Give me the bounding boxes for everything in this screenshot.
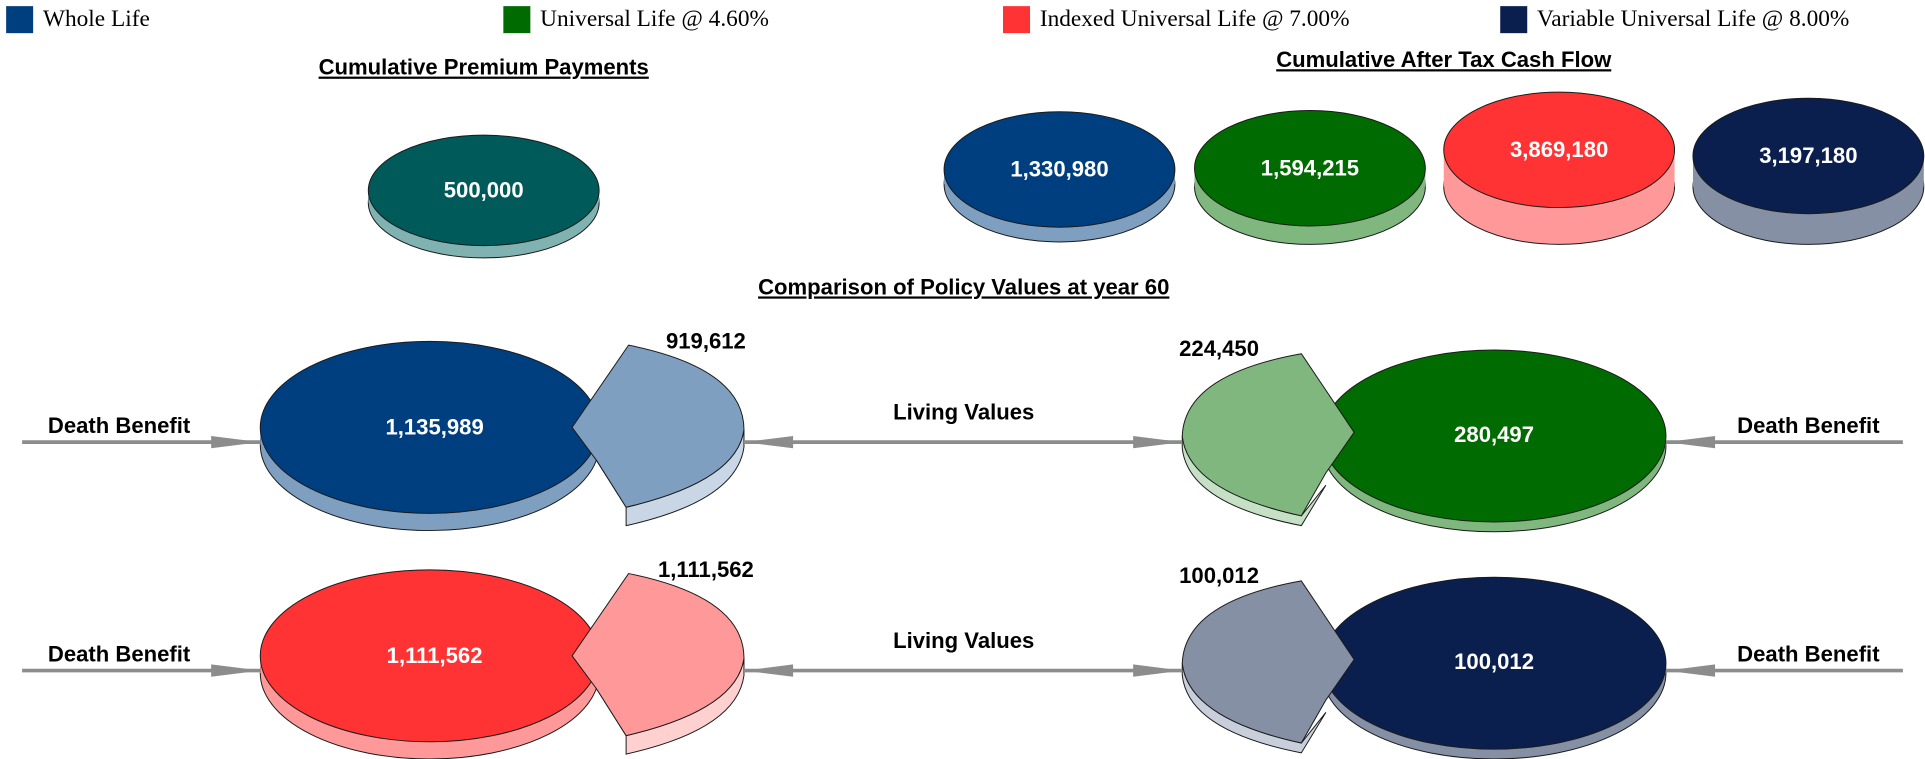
arrow-head [1133,664,1183,677]
legend-label: Variable Universal Life @ 8.00% [1537,6,1849,32]
death-benefit-label: Death Benefit [1737,413,1880,438]
living-wedge [571,573,745,737]
living-wedge [1181,353,1355,517]
death-benefit-label: Death Benefit [1737,642,1880,667]
disc-top [1443,91,1676,209]
disc-top [1692,97,1925,215]
premium-disc: 500,000 [367,134,600,259]
cash-flow-value: 3,197,180 [1759,143,1857,168]
arrow-head [743,664,794,677]
disc-top [367,134,600,247]
cash-flow-title: Cumulative After Tax Cash Flow [1276,47,1612,72]
living-value: 224,450 [1179,336,1259,361]
death-benefit-value: 280,497 [1454,422,1534,447]
arrow-head [743,435,794,449]
legend-label: Universal Life @ 4.60% [540,6,769,32]
death-benefit-label: Death Benefit [48,413,191,438]
disc-top [943,111,1176,228]
living-value: 1,111,562 [658,557,754,582]
living-wedge [571,344,745,508]
comparison-row: 1,111,562 1,111,562 100,012 100,012 Death Be… [48,557,1880,759]
arrow-head [1133,435,1183,449]
legend-swatch [1500,6,1528,34]
legend-swatch [503,6,531,34]
living-wedge [1181,580,1355,744]
arrow-head [1665,664,1716,677]
legend-swatch [1003,6,1031,34]
legend-label: Indexed Universal Life @ 7.00% [1040,6,1350,32]
death-benefit-label: Death Benefit [48,642,191,667]
cash-flow-value: 3,869,180 [1510,137,1608,162]
death-benefit-value: 1,111,562 [387,643,483,668]
death-benefit-value: 1,135,989 [385,414,483,439]
cash-flow-value: 1,330,980 [1010,157,1108,182]
legend-swatch [6,6,34,34]
premium-title: Cumulative Premium Payments [319,55,649,80]
living-value: 100,012 [1179,563,1259,588]
living-values-label: Living Values [893,400,1034,425]
comparison-title: Comparison of Policy Values at year 60 [758,274,1169,299]
comparison-rows: 1,135,989 919,612 280,497 224,450 Death Bene… [22,328,1903,759]
disc-top [1194,110,1426,227]
comparison-row: 1,135,989 919,612 280,497 224,450 Death Bene… [48,328,1880,533]
cash-flow-value: 1,594,215 [1261,155,1359,180]
death-benefit-value: 100,012 [1454,649,1534,674]
arrow-head [211,435,261,449]
premium-value: 500,000 [444,177,524,202]
legend: Whole Life Universal Life @ 4.60% Indexed … [6,6,1849,34]
living-values-label: Living Values [893,628,1034,653]
arrow-head [211,664,261,677]
legend-label: Whole Life [43,6,150,32]
cash-flow-discs: 1,330,980 1,594,215 3,869,180 3,197,180 [943,91,1925,245]
living-value: 919,612 [666,328,746,353]
arrow-head [1665,435,1716,449]
